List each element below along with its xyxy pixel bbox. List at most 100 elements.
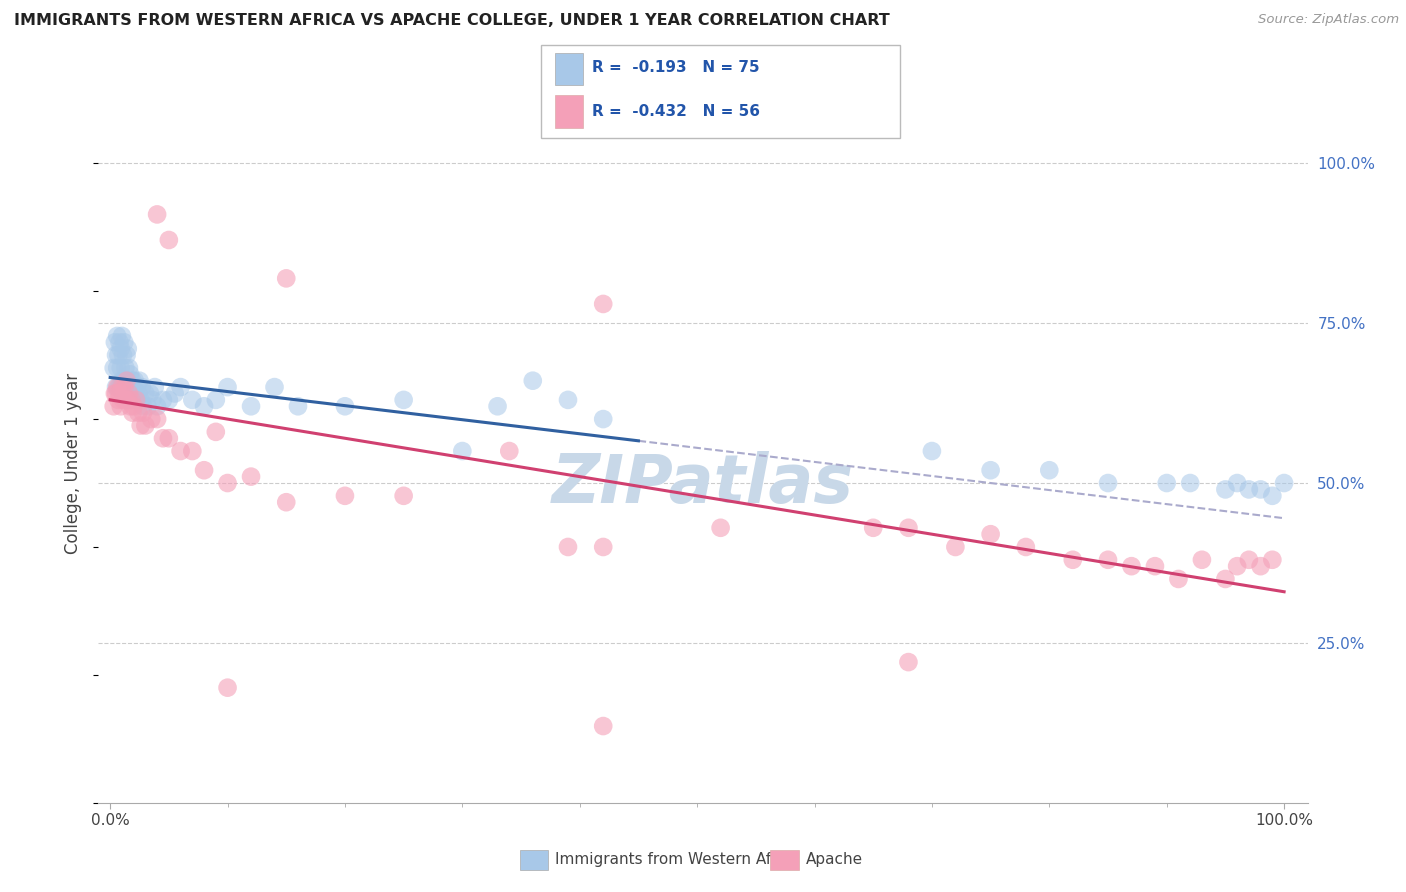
Text: ZIPatlas: ZIPatlas [553, 451, 853, 517]
Point [111, 329, 134, 343]
Point [181, 392, 204, 407]
Point [152, 431, 174, 445]
Point [112, 386, 135, 401]
Point [592, 297, 614, 311]
Point [132, 399, 155, 413]
Text: Immigrants from Western Africa: Immigrants from Western Africa [555, 853, 800, 867]
Text: R =  -0.193   N = 75: R = -0.193 N = 75 [592, 61, 759, 75]
Point [134, 418, 156, 433]
Point [146, 207, 169, 221]
Point [117, 392, 139, 407]
Point [897, 521, 920, 535]
Point [1226, 476, 1249, 491]
Point [122, 399, 145, 413]
Point [105, 386, 128, 401]
Point [115, 374, 138, 388]
Point [117, 374, 139, 388]
Point [114, 392, 136, 407]
Point [131, 380, 153, 394]
Point [104, 335, 127, 350]
Point [105, 360, 128, 375]
Text: Apache: Apache [806, 853, 863, 867]
Point [125, 392, 148, 407]
Point [163, 386, 186, 401]
Point [276, 495, 298, 509]
Point [141, 412, 163, 426]
Point [120, 399, 142, 413]
Point [112, 348, 135, 362]
Point [193, 399, 215, 413]
Point [120, 380, 142, 394]
Point [104, 386, 127, 401]
Point [112, 380, 135, 394]
Point [103, 399, 125, 413]
Point [120, 392, 142, 407]
Point [136, 399, 159, 413]
Point [108, 335, 131, 350]
Point [108, 386, 131, 401]
Point [522, 374, 544, 388]
Point [111, 380, 134, 394]
Point [111, 374, 134, 388]
Point [134, 386, 156, 401]
Point [112, 335, 135, 350]
Point [112, 392, 135, 407]
Point [1261, 489, 1284, 503]
Point [897, 655, 920, 669]
Point [217, 380, 239, 394]
Point [1143, 559, 1166, 574]
Point [110, 342, 132, 356]
Point [217, 681, 239, 695]
Point [1261, 553, 1284, 567]
Point [204, 425, 226, 439]
Point [333, 489, 356, 503]
Point [592, 719, 614, 733]
Point [1250, 483, 1272, 497]
Point [181, 444, 204, 458]
Y-axis label: College, Under 1 year: College, Under 1 year [65, 373, 83, 555]
Point [157, 431, 180, 445]
Point [107, 348, 129, 362]
Point [392, 489, 415, 503]
Point [1156, 476, 1178, 491]
Point [127, 406, 149, 420]
Point [139, 386, 162, 401]
Point [1097, 553, 1119, 567]
Point [129, 418, 152, 433]
Point [132, 406, 155, 420]
Point [1038, 463, 1060, 477]
Point [486, 399, 509, 413]
Point [1215, 572, 1237, 586]
Point [105, 329, 128, 343]
Point [120, 392, 142, 407]
Point [110, 360, 132, 375]
Point [152, 392, 174, 407]
Text: R =  -0.432   N = 56: R = -0.432 N = 56 [592, 104, 759, 119]
Point [118, 360, 141, 375]
Point [1121, 559, 1143, 574]
Text: IMMIGRANTS FROM WESTERN AFRICA VS APACHE COLLEGE, UNDER 1 YEAR CORRELATION CHART: IMMIGRANTS FROM WESTERN AFRICA VS APACHE… [14, 13, 890, 29]
Point [263, 380, 285, 394]
Point [115, 348, 138, 362]
Point [240, 469, 263, 483]
Point [921, 444, 943, 458]
Point [143, 380, 166, 394]
Point [862, 521, 884, 535]
Point [129, 392, 152, 407]
Point [169, 380, 191, 394]
Point [120, 368, 142, 382]
Point [592, 540, 614, 554]
Point [392, 392, 415, 407]
Text: Source: ZipAtlas.com: Source: ZipAtlas.com [1258, 13, 1399, 27]
Point [122, 386, 145, 401]
Point [114, 360, 136, 375]
Point [128, 374, 150, 388]
Point [1015, 540, 1038, 554]
Point [117, 342, 139, 356]
Point [945, 540, 967, 554]
Point [204, 392, 226, 407]
Point [124, 374, 146, 388]
Point [498, 444, 520, 458]
Point [107, 392, 129, 407]
Point [1062, 553, 1084, 567]
